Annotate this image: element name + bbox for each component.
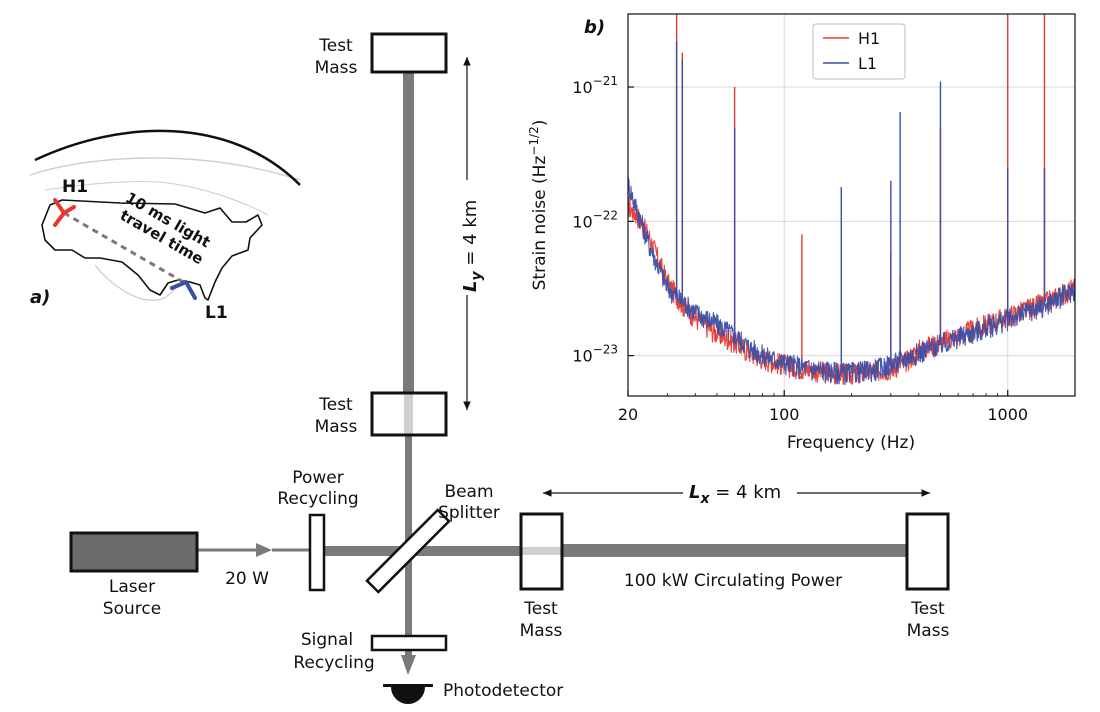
y-axis-label: Strain noise (Hz−1/2) — [527, 120, 550, 291]
test-mass-x-input — [519, 512, 564, 591]
recycled-beam — [324, 546, 521, 556]
y-tick-base: 10 — [572, 78, 592, 97]
y-tick-base: 10 — [572, 347, 592, 366]
panel-a-label: a) — [30, 287, 50, 308]
power-recycling-label-1: Power — [292, 468, 343, 488]
test-mass-y-input — [370, 391, 448, 437]
interferometer-diagram: Ly = 4 km Lx = 4 km Test Mass Test Mass … — [69, 32, 950, 704]
ly-label-main: L — [460, 281, 481, 292]
x-arm-beam — [563, 544, 907, 557]
y-tick-base: 10 — [572, 212, 592, 231]
photodetector-arrow — [401, 655, 416, 675]
test-mass-x-input-label-1: Test — [523, 599, 558, 619]
lx-dimension-label: Lx = 4 km — [689, 482, 781, 507]
test-mass-x-end — [905, 512, 950, 591]
y-tick-exponent: −22 — [593, 208, 618, 222]
ly-dimension-label: Ly = 4 km — [460, 200, 485, 292]
signal-recycling-label-1: Signal — [301, 630, 353, 650]
lx-label-value: = 4 km — [710, 482, 782, 503]
y-tick-label: 10−21 — [572, 74, 618, 97]
x-tick-label: 100 — [769, 405, 800, 424]
y-axis-label-exp: −1/2 — [527, 126, 541, 155]
canada-outline — [44, 180, 269, 216]
test-mass-y-input-label-2: Mass — [315, 417, 358, 437]
power-recycling-label-2: Recycling — [277, 489, 358, 509]
test-mass-x-end-label-2: Mass — [907, 621, 950, 641]
globe-outline — [29, 157, 301, 181]
site-label-h1: H1 — [62, 177, 88, 197]
map-panel: H1 L1 10 ms light travel time a) — [29, 129, 301, 323]
laser-label-2: Source — [103, 599, 161, 619]
travel-path — [63, 211, 186, 285]
series-line-l1 — [628, 177, 1075, 386]
y-axis-label-main: Strain noise (Hz — [530, 156, 550, 291]
beam-splitter — [365, 508, 451, 594]
x-tick-label: 20 — [618, 405, 638, 424]
circulating-power-label: 100 kW Circulating Power — [624, 571, 842, 591]
l1-detector-icon — [170, 280, 197, 300]
ly-label-value: = 4 km — [460, 200, 481, 272]
laser-source — [69, 531, 199, 573]
test-mass-y-end — [370, 32, 448, 74]
input-beam-arrow — [256, 543, 272, 557]
ly-label-sub: y — [469, 271, 485, 281]
y-tick-exponent: −21 — [593, 74, 618, 88]
x-arm-through — [521, 547, 563, 555]
legend-label-l1: L1 — [858, 54, 877, 73]
test-mass-y-end-label-2: Mass — [315, 58, 358, 78]
lx-label-main: L — [689, 482, 700, 503]
laser-power-label: 20 W — [225, 569, 269, 589]
signal-recycling-mirror — [370, 634, 448, 652]
photodetector-icon — [383, 684, 433, 704]
test-mass-x-input-label-2: Mass — [520, 621, 563, 641]
beam-splitter-label-2: Splitter — [438, 503, 500, 523]
y-axis-label-close: ) — [530, 120, 550, 127]
site-label-l1: L1 — [205, 303, 228, 323]
laser-label-1: Laser — [109, 577, 155, 597]
photodetector-label: Photodetector — [443, 681, 563, 701]
usa-outline — [41, 199, 263, 301]
x-axis-label: Frequency (Hz) — [787, 433, 915, 453]
h1-detector-icon — [53, 198, 76, 227]
y-arm-beam — [403, 72, 414, 392]
mexico-outline — [94, 264, 179, 301]
globe-horizon — [34, 129, 301, 186]
y-tick-label: 10−23 — [572, 343, 618, 366]
test-mass-y-end-label-1: Test — [318, 36, 353, 56]
signal-recycling-label-2: Recycling — [293, 653, 374, 673]
y-tick-label: 10−22 — [572, 208, 618, 231]
ly-label-backdrop — [452, 180, 482, 295]
y-arm-beam-through — [404, 392, 413, 436]
lx-label-sub: x — [699, 491, 710, 507]
power-recycling-mirror — [308, 513, 326, 592]
series-layer — [628, 14, 1075, 386]
x-tick-label: 1000 — [987, 405, 1028, 424]
beam-splitter-label-1: Beam — [444, 482, 493, 502]
legend-label-h1: H1 — [858, 29, 880, 48]
lx-label-backdrop — [683, 478, 797, 506]
y-tick-exponent: −23 — [593, 343, 618, 357]
test-mass-y-input-label-1: Test — [318, 395, 353, 415]
test-mass-x-end-label-1: Test — [910, 599, 945, 619]
panel-b-label: b) — [584, 17, 605, 38]
